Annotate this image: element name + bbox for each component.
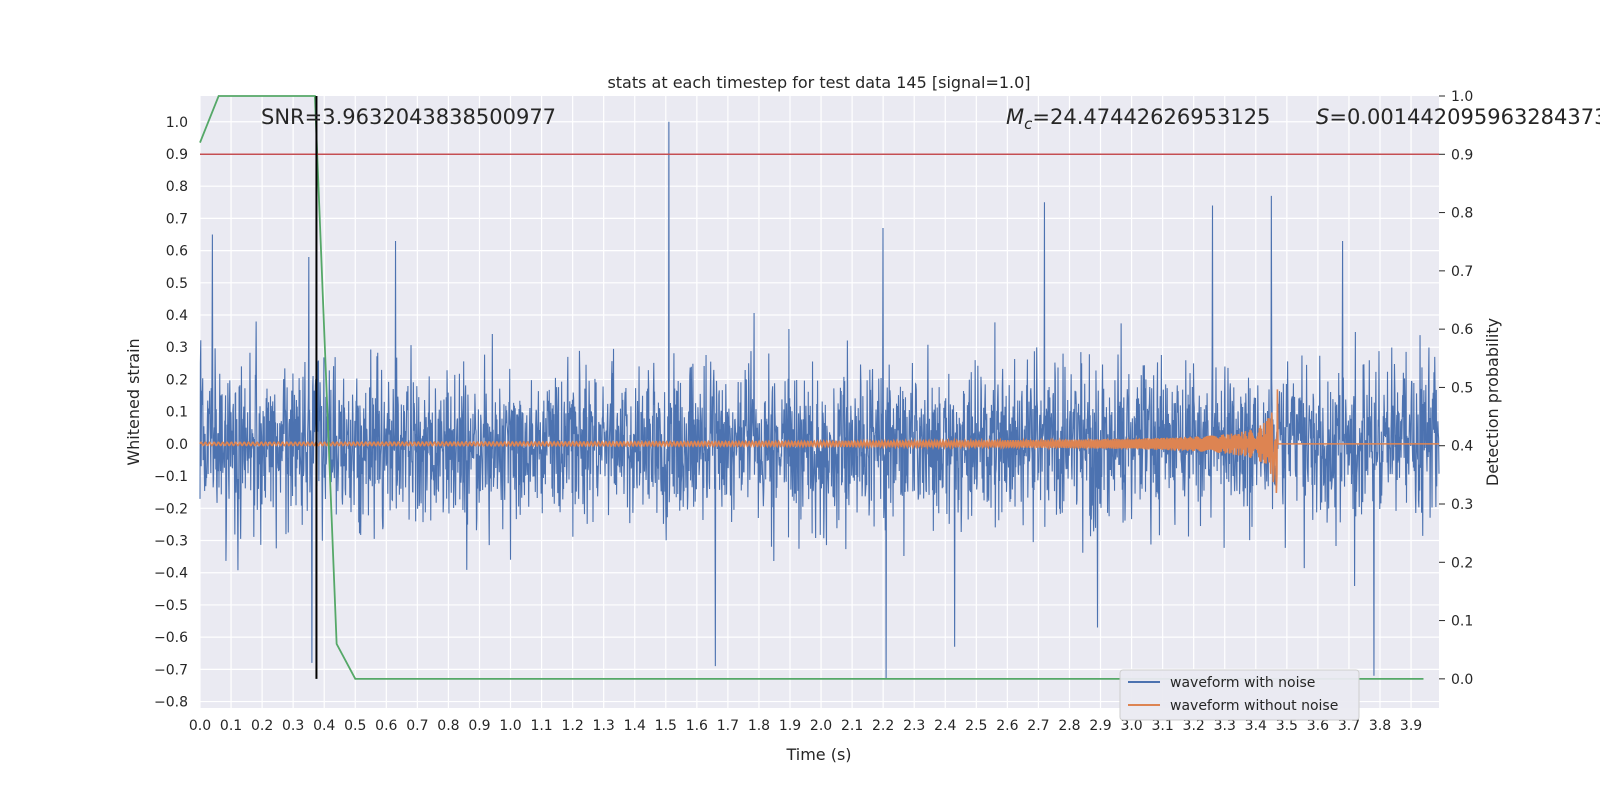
spin-symbol: S (1316, 105, 1329, 129)
x-tick-label: 0.8 (437, 718, 459, 734)
x-tick-label: 1.1 (530, 718, 552, 734)
x-tick-label: 1.9 (779, 718, 801, 734)
x-tick-label: 3.8 (1369, 718, 1391, 734)
x-tick-label: 1.5 (655, 718, 677, 734)
y-tick-label: −0.5 (154, 598, 188, 614)
y-right-tick-label: 0.3 (1451, 497, 1473, 513)
x-tick-label: 2.9 (1089, 718, 1111, 734)
x-tick-label: 3.4 (1245, 718, 1267, 734)
grid (199, 96, 1439, 708)
x-tick-label: 3.2 (1183, 718, 1205, 734)
y-right-tick-label: 1.0 (1451, 89, 1473, 105)
clean-waveform-line (199, 389, 1439, 493)
x-tick-label: 0.1 (220, 718, 242, 734)
y-right-tick-label: 0.4 (1451, 439, 1473, 455)
y-tick-label: −0.1 (154, 469, 188, 485)
x-axis-ticks: 0.0 0.1 0.2 0.3 0.4 0.5 0.6 0.7 0.8 0.9 1.0 1.1 1.2 1… (189, 718, 1422, 734)
chirp-mass-value: =24.47442626953125 (1032, 105, 1270, 129)
x-tick-label: 1.7 (717, 718, 739, 734)
y-tick-label: −0.4 (154, 566, 188, 582)
y-tick-label: 0.0 (166, 437, 188, 453)
x-tick-label: 0.9 (468, 718, 490, 734)
y-tick-label: 0.7 (166, 211, 188, 227)
chirp-mass-subscript: c (1024, 115, 1033, 133)
chirp-mass-symbol: M (1006, 105, 1024, 129)
x-tick-label: 2.5 (965, 718, 987, 734)
x-tick-label: 1.6 (686, 718, 708, 734)
x-tick-label: 1.3 (593, 718, 615, 734)
x-tick-label: 2.4 (934, 718, 956, 734)
y-tick-label: −0.8 (154, 695, 188, 711)
y-tick-label: 0.5 (166, 276, 188, 292)
detection-probability-line (199, 95, 1424, 680)
y-right-tick-label: 0.7 (1451, 264, 1473, 280)
x-tick-label: 1.0 (499, 718, 521, 734)
x-tick-label: 0.4 (313, 718, 335, 734)
legend-label-clean: waveform without noise (1170, 698, 1338, 714)
y-tick-label: 0.9 (166, 147, 188, 163)
x-tick-label: 1.2 (561, 718, 583, 734)
chart-title: stats at each timestep for test data 145… (607, 73, 1030, 92)
x-tick-label: 3.9 (1400, 718, 1422, 734)
y-axis-label: Whitened strain (124, 338, 143, 465)
y-tick-label: 0.4 (166, 308, 188, 324)
x-tick-label: 2.8 (1058, 718, 1080, 734)
series-detection-probability (199, 95, 1424, 680)
y-right-tick-label: 0.8 (1451, 206, 1473, 222)
x-tick-label: 2.7 (1027, 718, 1049, 734)
x-tick-label: 0.3 (282, 718, 304, 734)
snr-annotation: SNR=3.9632043838500977 (261, 105, 556, 129)
x-tick-label: 2.3 (903, 718, 925, 734)
spin-value: =0.0014420959632843733 (1329, 105, 1600, 129)
x-tick-label: 3.5 (1276, 718, 1298, 734)
noise-waveform-line (199, 121, 1440, 680)
x-tick-label: 0.5 (344, 718, 366, 734)
y-tick-label: −0.6 (154, 630, 188, 646)
x-tick-label: 1.4 (624, 718, 646, 734)
series-waveform-without-noise (199, 389, 1439, 493)
y-axis-ticks: 1.0 0.9 0.8 0.7 0.6 0.5 0.4 0.3 0.2 0.1 0.0 −0.1 −0.… (154, 115, 188, 711)
y-tick-label: −0.7 (154, 662, 188, 678)
y-tick-label: 0.8 (166, 179, 188, 195)
x-tick-label: 0.7 (406, 718, 428, 734)
series-waveform-with-noise (199, 121, 1440, 680)
x-tick-label: 3.6 (1307, 718, 1329, 734)
y-axis-right-ticks: 1.0 0.9 0.8 0.7 0.6 0.5 0.4 0.3 0.2 0.1 0.0 (1439, 89, 1473, 688)
x-tick-label: 3.3 (1214, 718, 1236, 734)
y-right-tick-label: 0.5 (1451, 380, 1473, 396)
y-tick-label: 0.1 (166, 405, 188, 421)
x-tick-label: 2.1 (841, 718, 863, 734)
x-tick-label: 2.6 (996, 718, 1018, 734)
y-right-tick-label: 0.9 (1451, 147, 1473, 163)
y-tick-label: −0.2 (154, 501, 188, 517)
x-tick-label: 3.1 (1151, 718, 1173, 734)
y-axis-right-label: Detection probability (1483, 318, 1502, 486)
x-tick-label: 0.2 (251, 718, 273, 734)
x-tick-label: 2.2 (872, 718, 894, 734)
x-tick-label: 3.7 (1338, 718, 1360, 734)
y-tick-label: 0.6 (166, 244, 188, 260)
y-tick-label: 0.2 (166, 372, 188, 388)
overlays (200, 96, 1439, 679)
y-tick-label: −0.3 (154, 534, 188, 550)
x-axis-label: Time (s) (785, 745, 851, 764)
y-right-tick-label: 0.1 (1451, 614, 1473, 630)
y-right-tick-label: 0.0 (1451, 672, 1473, 688)
y-right-tick-label: 0.6 (1451, 322, 1473, 338)
spin-annotation: S=0.0014420959632843733 (1316, 105, 1600, 129)
legend-box (1119, 669, 1360, 721)
y-tick-label: 1.0 (166, 115, 188, 131)
x-tick-label: 3.0 (1120, 718, 1142, 734)
legend-label-noise: waveform with noise (1170, 675, 1315, 691)
y-tick-label: 0.3 (166, 340, 188, 356)
legend: waveform with noise waveform without noi… (1119, 669, 1360, 721)
x-tick-label: 2.0 (810, 718, 832, 734)
x-tick-label: 0.6 (375, 718, 397, 734)
x-tick-label: 0.0 (189, 718, 211, 734)
y-right-tick-label: 0.2 (1451, 555, 1473, 571)
x-tick-label: 1.8 (748, 718, 770, 734)
chirp-mass-annotation: Mc=24.47442626953125 (1006, 105, 1270, 133)
